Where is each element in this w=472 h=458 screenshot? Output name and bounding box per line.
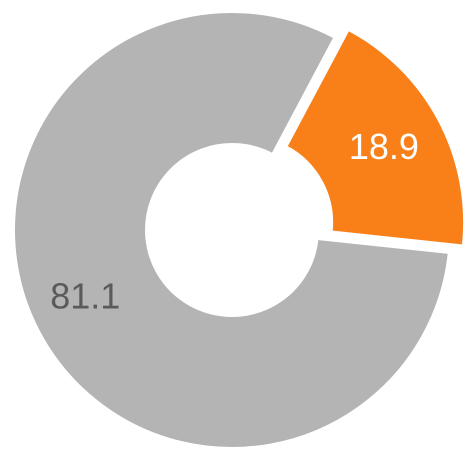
data-label: 18.9 [349, 126, 419, 167]
donut-segment [13, 11, 450, 449]
data-label: 81.1 [50, 275, 120, 316]
donut-segment [285, 28, 466, 247]
